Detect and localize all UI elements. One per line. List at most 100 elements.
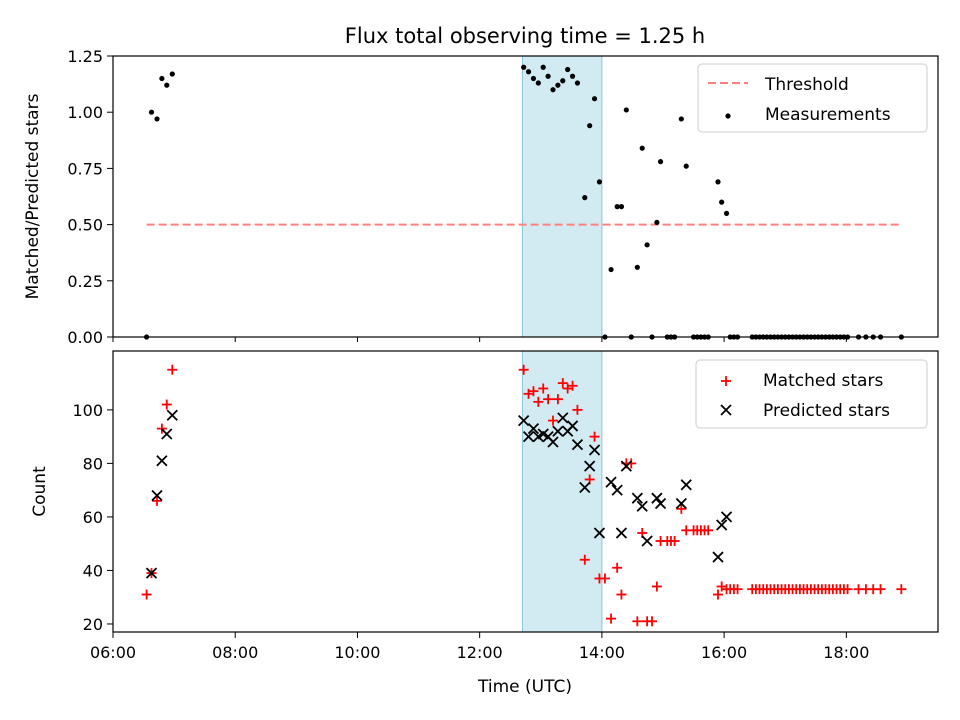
matched-star-point xyxy=(651,581,662,592)
measurement-point xyxy=(560,78,566,84)
x-b xyxy=(584,460,596,472)
predicted-star-point xyxy=(547,436,559,448)
y-tick-label: 40 xyxy=(83,561,103,580)
measurement-point xyxy=(596,179,603,185)
x-b xyxy=(654,497,667,510)
predicted-star-point xyxy=(631,492,643,504)
y-tick-label: 100 xyxy=(72,401,103,420)
x-b xyxy=(537,428,549,440)
measurement-point xyxy=(618,204,625,210)
matched-star-point xyxy=(579,554,590,565)
x-b xyxy=(522,431,535,443)
matched-star-point xyxy=(543,394,554,405)
bottom-y-axis-label: Count xyxy=(30,466,50,517)
measurement-point xyxy=(634,264,640,270)
x-tick-label: 12:00 xyxy=(457,643,503,662)
measurement-point xyxy=(569,73,576,79)
matched-star-point xyxy=(606,613,617,624)
bottom-panel: 20 40 60 80 100 06:00 08:00 10:00 12:00 14:00 16:… xyxy=(30,350,939,697)
measurement-point xyxy=(574,80,581,86)
x-b xyxy=(566,420,579,432)
y-tick-label: 80 xyxy=(83,454,103,473)
predicted-star-point xyxy=(651,492,663,504)
matched-star-point xyxy=(713,589,723,600)
measurement-point xyxy=(535,80,541,86)
x-b xyxy=(631,492,643,504)
predicted-star-point xyxy=(566,420,579,432)
chart-title: Flux total observing time = 1.25 h xyxy=(345,24,705,48)
x-b xyxy=(156,455,168,467)
count-points xyxy=(141,364,907,627)
x-b xyxy=(615,527,628,539)
legend-matched-label: Matched stars xyxy=(763,371,883,391)
matched-star-point xyxy=(669,536,680,547)
top-legend: Threshold Measurements xyxy=(697,63,928,133)
matched-star-point xyxy=(533,396,544,407)
measurement-point xyxy=(715,179,721,185)
matched-star-point xyxy=(732,584,743,595)
observing-window-shade xyxy=(521,55,603,338)
x-tick-label: 14:00 xyxy=(579,643,625,662)
bottom-legend: Matched stars Predicted stars xyxy=(695,359,928,429)
measurement-point xyxy=(565,66,571,73)
predicted-star-point xyxy=(720,511,733,523)
predicted-star-point xyxy=(593,527,606,539)
x-b xyxy=(605,476,617,488)
matched-star-point xyxy=(616,589,627,600)
measurement-point xyxy=(608,266,614,273)
predicted-star-point xyxy=(156,455,168,467)
measurement-point xyxy=(550,87,556,93)
y-tick-label: 60 xyxy=(83,508,103,527)
matched-star-point xyxy=(599,573,610,584)
predicted-star-point xyxy=(712,551,724,563)
measurement-point xyxy=(587,123,593,129)
bottom-axes-frame xyxy=(112,350,939,633)
bottom-y-ticks: 20 40 60 80 100 xyxy=(72,401,113,634)
x-b xyxy=(593,527,606,539)
y-tick-label: 0.25 xyxy=(67,272,103,291)
measurement-point xyxy=(639,145,645,151)
y-tick-label: 0.00 xyxy=(67,328,103,347)
y-tick-label: 20 xyxy=(83,615,103,634)
measurement-point xyxy=(530,75,537,82)
predicted-star-point xyxy=(579,481,591,494)
matched-star-point xyxy=(161,399,172,410)
measurement-point xyxy=(719,199,725,205)
measurement-point xyxy=(169,71,175,77)
x-b xyxy=(651,492,663,504)
predicted-star-point xyxy=(605,476,617,488)
measurement-point xyxy=(654,219,660,225)
predicted-star-point xyxy=(552,425,564,437)
predicted-star-point xyxy=(641,535,653,547)
legend-measurements-swatch xyxy=(725,113,731,119)
predicted-star-point xyxy=(654,497,667,510)
matched-star-point xyxy=(842,584,853,595)
matched-star-point xyxy=(538,383,549,394)
legend-box xyxy=(695,359,928,429)
matched-star-point xyxy=(896,584,907,595)
predicted-star-point xyxy=(675,497,687,510)
predicted-star-point xyxy=(161,428,173,440)
predicted-star-point xyxy=(611,484,623,496)
x-b xyxy=(527,422,540,435)
matched-star-point xyxy=(552,394,563,405)
x-tick-label: 06:00 xyxy=(90,643,136,662)
measurement-point xyxy=(555,82,561,88)
measurement-point xyxy=(148,109,155,115)
x-b xyxy=(161,428,173,440)
x-b xyxy=(542,431,554,443)
predicted-star-point xyxy=(680,479,692,491)
top-y-axis-label: Matched/Predicted stars xyxy=(23,93,43,299)
matched-star-point xyxy=(612,562,623,573)
top-panel: 0.00 0.25 0.50 0.75 1.00 1.25 Matched/Predict… xyxy=(23,47,939,347)
matched-star-point xyxy=(632,616,643,627)
legend-measurements-label: Measurements xyxy=(765,105,891,125)
x-b xyxy=(547,436,559,448)
predicted-star-point xyxy=(518,414,530,427)
measurement-point xyxy=(154,116,160,122)
x-b xyxy=(720,511,733,523)
y-tick-label: 0.75 xyxy=(67,159,103,178)
x-b xyxy=(557,412,569,424)
x-b xyxy=(620,460,632,472)
